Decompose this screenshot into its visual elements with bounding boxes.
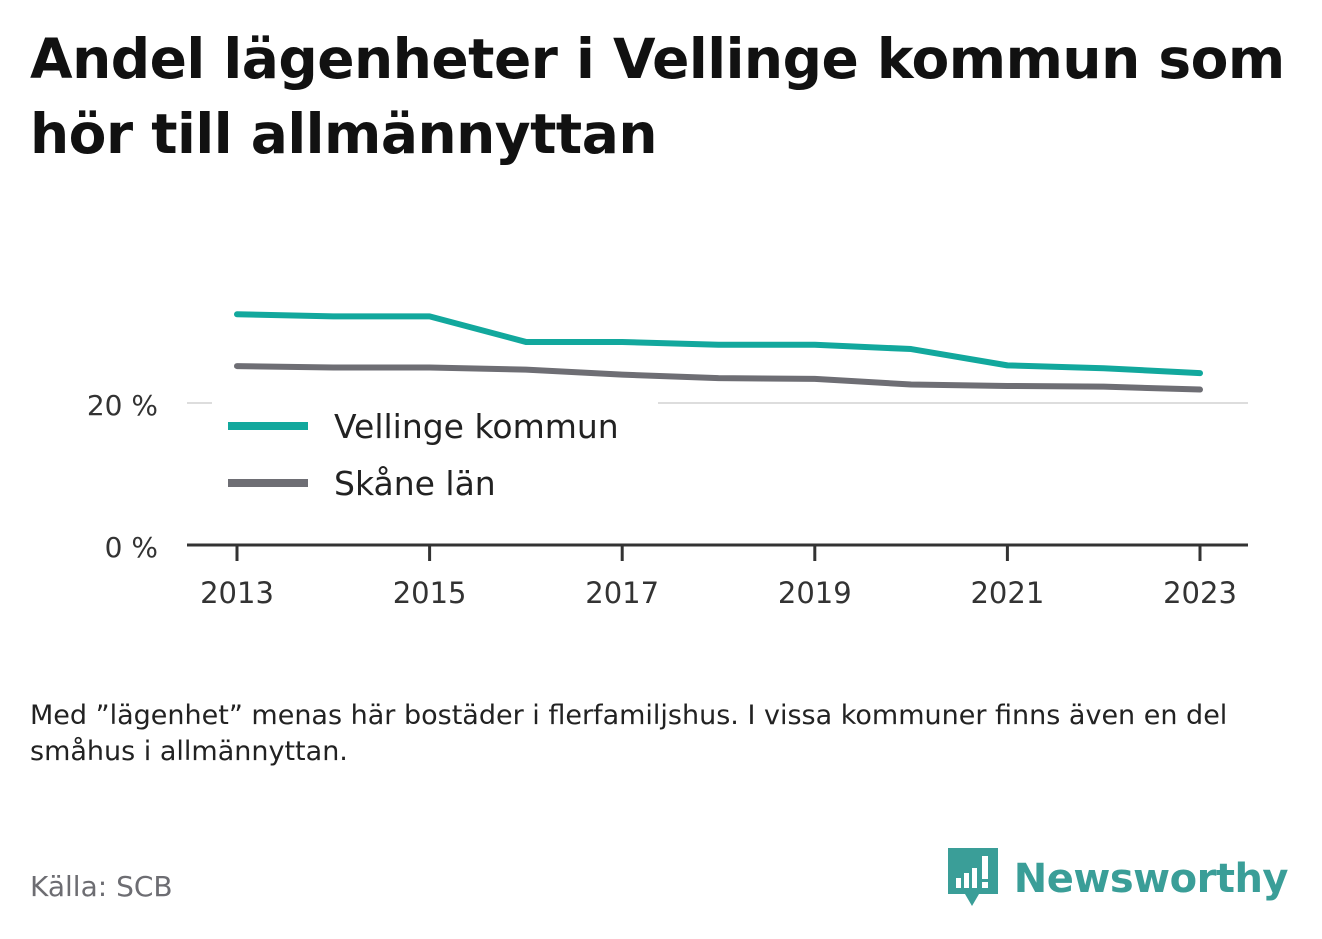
x-tick-label: 2017	[585, 576, 659, 610]
x-tick-label: 2013	[200, 576, 274, 610]
series-line-skane	[234, 363, 1203, 393]
x-tick-label: 2021	[970, 576, 1044, 610]
x-tick-label: 2023	[1163, 576, 1237, 610]
x-tick-label: 2019	[778, 576, 852, 610]
source-label: Källa: SCB	[30, 870, 173, 903]
y-tick-label: 0 %	[105, 531, 158, 564]
x-tick-label: 2015	[393, 576, 467, 610]
y-tick-label: 20 %	[87, 389, 158, 422]
legend-background	[212, 397, 658, 513]
chart-title: Andel lägenheter i Vellinge kommun som h…	[30, 27, 1285, 166]
series-lines	[234, 311, 1203, 393]
x-axis-ticks: 2013 2015 2017 2019 2021 2023	[200, 545, 1237, 610]
y-axis-ticks: 0 % 20 %	[87, 389, 158, 564]
newsworthy-logo-icon	[947, 848, 998, 906]
brand-name: Newsworthy	[1013, 856, 1289, 902]
legend: Vellinge kommun Skåne län	[228, 407, 619, 503]
brand-logo[interactable]: Newsworthy	[947, 848, 1289, 910]
legend-label: Vellinge kommun	[334, 407, 619, 446]
legend-label: Skåne län	[334, 464, 496, 503]
footnote: Med ”lägenhet” menas här bostäder i fler…	[30, 700, 1228, 767]
series-line-vellinge	[234, 311, 1203, 377]
